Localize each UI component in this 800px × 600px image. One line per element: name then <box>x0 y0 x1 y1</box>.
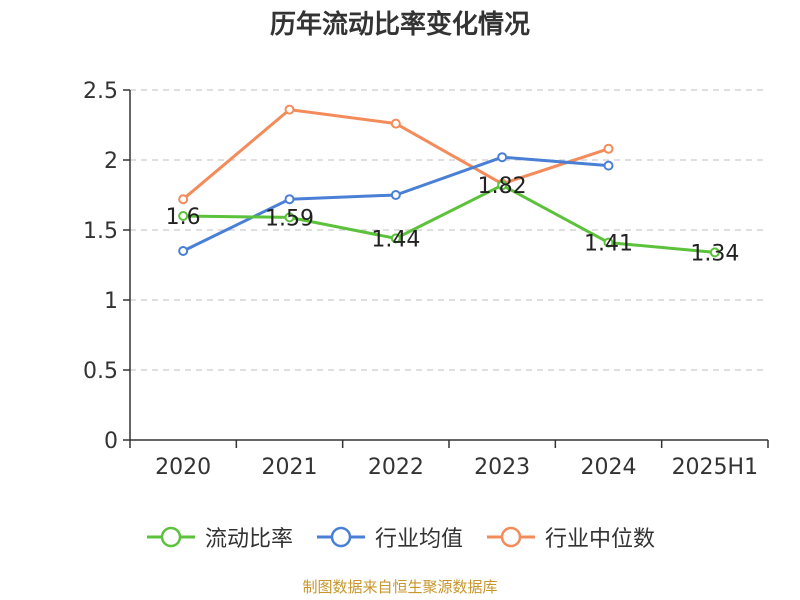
legend-label: 流动比率 <box>204 527 293 552</box>
axes: 0 0.5 1 1.5 2 2.5 2020 2021 2022 2023 2024 2025H1 <box>83 79 769 480</box>
data-point <box>390 190 401 200</box>
y-tick-label: 2.5 <box>83 79 118 104</box>
legend-item[interactable]: 流动比率 <box>145 521 293 553</box>
x-tick-label: 2022 <box>368 455 424 480</box>
x-tick-label: 2021 <box>262 455 318 480</box>
data-point <box>284 104 295 115</box>
legend: 流动比率 行业均值 行业中位数 <box>0 520 800 554</box>
data-labels: 1.6 1.59 1.44 1.82 1.41 1.34 <box>166 174 740 266</box>
data-point <box>390 233 401 244</box>
series-line-0 <box>183 183 715 254</box>
legend-marker-icon <box>146 526 195 548</box>
legend-item[interactable]: 行业中位数 <box>485 521 655 553</box>
data-point <box>178 246 189 256</box>
data-label: 1.82 <box>478 174 527 199</box>
y-tick-label: 1.5 <box>83 219 118 244</box>
y-tick-label: 2 <box>104 149 118 174</box>
data-label: 1.6 <box>166 205 201 230</box>
data-point <box>390 118 401 129</box>
data-point <box>497 152 508 163</box>
data-point <box>603 160 614 171</box>
legend-label: 行业均值 <box>374 527 463 552</box>
data-point <box>284 212 295 223</box>
data-label: 1.34 <box>690 241 739 266</box>
x-tick-label: 2023 <box>474 455 530 480</box>
source-note: 制图数据来自恒生聚源数据库 <box>302 578 498 596</box>
data-point <box>603 237 614 248</box>
x-tick-label: 2024 <box>581 455 637 480</box>
chart-title: 历年流动比率变化情况 <box>269 10 530 40</box>
y-tick-label: 0 <box>104 429 118 454</box>
data-point <box>178 194 189 205</box>
data-point <box>284 194 295 205</box>
data-label: 1.41 <box>584 232 633 257</box>
series-lines <box>178 104 720 258</box>
data-point <box>178 211 189 221</box>
y-tick-label: 1 <box>104 289 118 314</box>
legend-item[interactable]: 行业均值 <box>315 521 463 553</box>
legend-marker-icon <box>316 526 365 548</box>
x-tick-label: 2025H1 <box>672 455 759 480</box>
legend-label: 行业中位数 <box>545 527 656 552</box>
legend-marker-icon <box>487 526 535 548</box>
data-label: 1.59 <box>265 206 314 231</box>
data-point <box>603 143 614 154</box>
y-tick-label: 0.5 <box>83 359 118 384</box>
grid-lines <box>130 89 768 371</box>
x-tick-label: 2020 <box>155 455 211 480</box>
data-point <box>497 180 508 191</box>
data-point <box>709 247 720 258</box>
data-label: 1.44 <box>371 227 420 252</box>
